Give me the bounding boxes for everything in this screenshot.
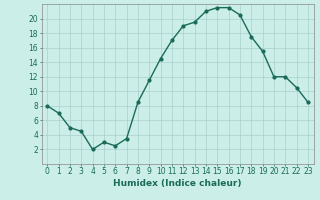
X-axis label: Humidex (Indice chaleur): Humidex (Indice chaleur): [113, 179, 242, 188]
